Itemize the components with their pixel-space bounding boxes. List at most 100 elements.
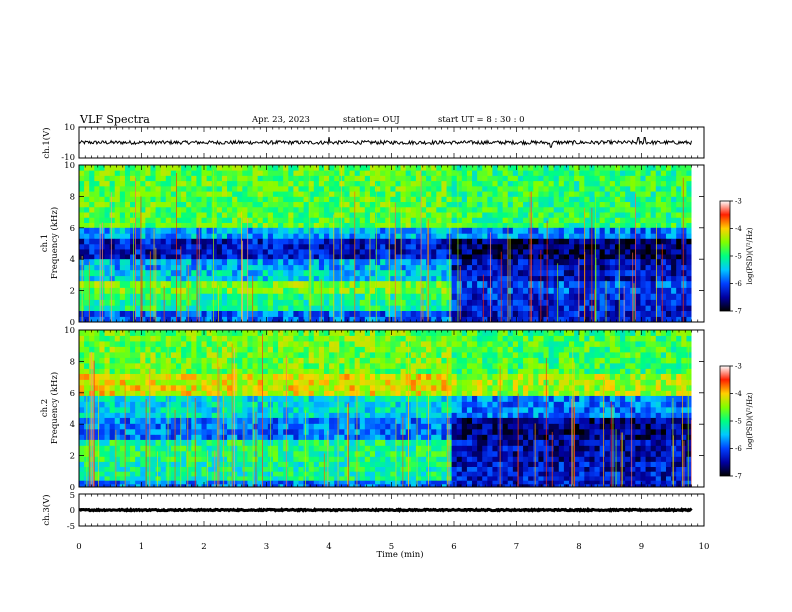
spectrogram-cell — [436, 379, 442, 386]
spectrogram-cell — [676, 299, 682, 306]
spectrogram-cell — [196, 351, 202, 358]
spectrogram-cell — [665, 335, 672, 342]
spectrogram-cell — [620, 249, 626, 255]
spectrogram-cell — [625, 357, 631, 364]
spectrogram-cell — [482, 305, 488, 312]
spectrogram-cell — [553, 270, 560, 277]
spectrogram-cell — [686, 175, 692, 182]
spectrogram-cell — [257, 373, 264, 380]
spectrogram-cell — [313, 206, 320, 213]
spectrogram-cell — [497, 287, 504, 295]
spectrogram-cell — [671, 238, 677, 245]
spectrogram-cell — [431, 185, 437, 192]
spectrogram-cell — [599, 305, 606, 312]
spectrogram-cell — [288, 379, 294, 386]
spectrogram-cell — [676, 170, 682, 176]
spectrogram-cell — [242, 185, 248, 192]
spectrogram-cell — [420, 180, 427, 187]
spectrogram-cell — [135, 335, 141, 342]
spectrogram-cell — [517, 185, 524, 192]
spectrogram-cell — [160, 384, 167, 391]
spectrogram-cell — [283, 180, 289, 187]
spectrogram-cell — [640, 270, 646, 277]
spectrogram-cell — [262, 299, 269, 306]
spectrogram-cell — [482, 254, 488, 260]
spectrogram-cell — [130, 335, 136, 342]
spectrogram-cell — [104, 305, 111, 312]
spectrogram-cell — [558, 362, 565, 369]
spectrogram-cell — [278, 335, 284, 342]
spectrogram-cell — [135, 222, 141, 229]
spectrogram-cell — [599, 185, 606, 192]
spectrogram-cell — [625, 335, 631, 342]
spectrogram-cell — [181, 330, 187, 336]
spectrogram-cell — [364, 368, 371, 375]
spectrogram-cell — [548, 281, 555, 288]
spectrogram-cell — [293, 175, 299, 182]
spectrogram-cell — [308, 390, 315, 397]
spectrogram-cell — [303, 281, 310, 288]
spectrogram-cell — [155, 305, 162, 312]
spectrogram-cell — [242, 379, 248, 386]
spectrogram-cell — [686, 191, 692, 197]
spectrogram-cell — [130, 180, 136, 187]
spectrogram-cell — [405, 217, 412, 223]
spectrogram-cell — [175, 346, 182, 353]
spectrogram-cell — [79, 206, 85, 213]
spectrogram-cell — [614, 357, 621, 364]
spectrogram-cell — [247, 311, 253, 317]
spectrogram-cell — [329, 206, 335, 213]
spectrogram-cell — [221, 191, 228, 197]
spectrogram-cell — [272, 185, 279, 192]
spectrogram-cell — [594, 316, 601, 323]
spectrogram-cell — [175, 281, 182, 288]
spectrogram-cell — [216, 270, 223, 277]
spectrogram-cell — [446, 287, 452, 295]
spectrogram-cell — [252, 362, 259, 369]
spectrogram-cell — [563, 305, 570, 312]
spectrogram-cell — [135, 287, 141, 295]
spectrogram-cell — [523, 175, 529, 182]
impulsive-streak — [333, 214, 335, 322]
spectrogram-cell — [84, 270, 90, 277]
spectrogram-cell — [313, 196, 320, 203]
spectrogram-cell — [114, 373, 121, 380]
spectrogram-cell — [298, 180, 304, 187]
spectrogram-cell — [466, 191, 473, 197]
spectrogram-cell — [216, 293, 223, 300]
spectrogram-cell — [186, 293, 192, 300]
spectrogram-cell — [400, 233, 407, 240]
spectrogram-cell — [201, 390, 207, 397]
spectrogram-cell — [191, 270, 197, 277]
spectrogram-cell — [334, 180, 340, 187]
spectrogram-cell — [681, 316, 687, 323]
spectrogram-cell — [364, 249, 371, 255]
spectrogram-cell — [405, 316, 412, 323]
spectrogram-cell — [523, 222, 529, 229]
spectrogram-cell — [543, 243, 549, 250]
spectrogram-cell — [135, 311, 141, 317]
spectrogram-cell — [211, 368, 218, 375]
spectrogram-cell — [579, 316, 585, 323]
spectrogram-cell — [385, 264, 391, 271]
spectrogram-cell — [232, 243, 238, 250]
spectrogram-cell — [517, 249, 524, 255]
spectrogram-cell — [216, 243, 223, 250]
spectrogram-cell — [599, 281, 606, 288]
spectrogram-cell — [124, 293, 131, 300]
spectrogram-cell — [130, 191, 136, 197]
spectrogram-cell — [548, 254, 555, 260]
spectrogram-cell — [130, 243, 136, 250]
spectrogram-cell — [395, 201, 401, 208]
spectrogram-cell — [400, 287, 407, 295]
spectrogram-cell — [232, 191, 238, 197]
spectrogram-cell — [686, 330, 692, 336]
spectrogram-cell — [502, 351, 509, 358]
spectrogram-cell — [456, 196, 463, 203]
spectrogram-cell — [686, 196, 692, 203]
spectrogram-cell — [497, 196, 504, 203]
spectrogram-cell — [165, 362, 172, 369]
spectrogram-cell — [293, 275, 299, 282]
spectrogram-cell — [247, 227, 253, 234]
spectrogram-cell — [247, 212, 253, 218]
